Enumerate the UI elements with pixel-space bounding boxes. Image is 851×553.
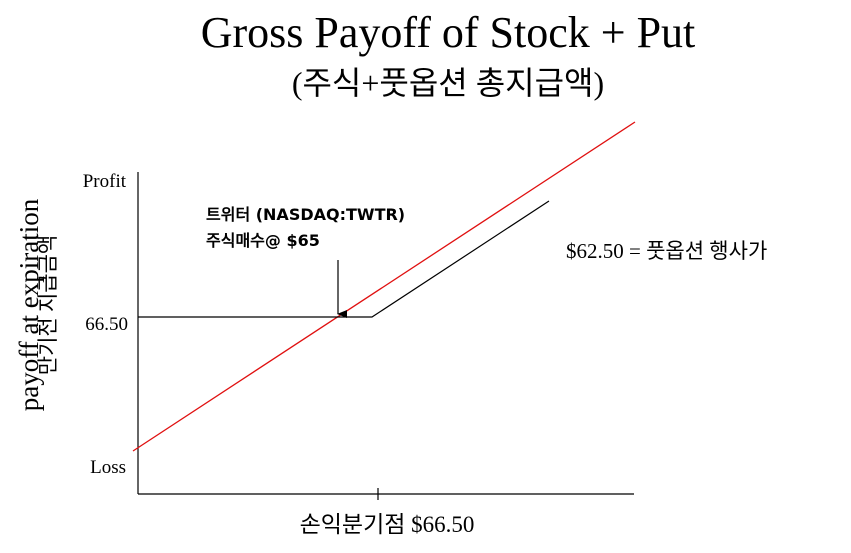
title: Gross Payoff of Stock + Put — [201, 8, 696, 57]
annotation: $62.50 = 풋옵션 행사가 — [566, 239, 767, 263]
stock-line — [132, 121, 636, 452]
y-label: payoff at expiration — [14, 198, 44, 411]
x-label: 손익분기점 $66.50 — [300, 512, 475, 537]
payoff-line — [138, 200, 550, 318]
y-top-label: Profit — [83, 171, 127, 192]
y-bottom-label: Loss — [90, 457, 126, 478]
subtitle: (주식+풋옵션 총지급액) — [292, 65, 604, 101]
annotation: 주식매수@ $65 — [206, 231, 320, 250]
annotation: 트위터 (NASDAQ:TWTR) — [206, 205, 405, 224]
y-label-ko: 만기전 지급금액 — [36, 235, 60, 376]
y-mid-label: 66.50 — [85, 314, 128, 335]
